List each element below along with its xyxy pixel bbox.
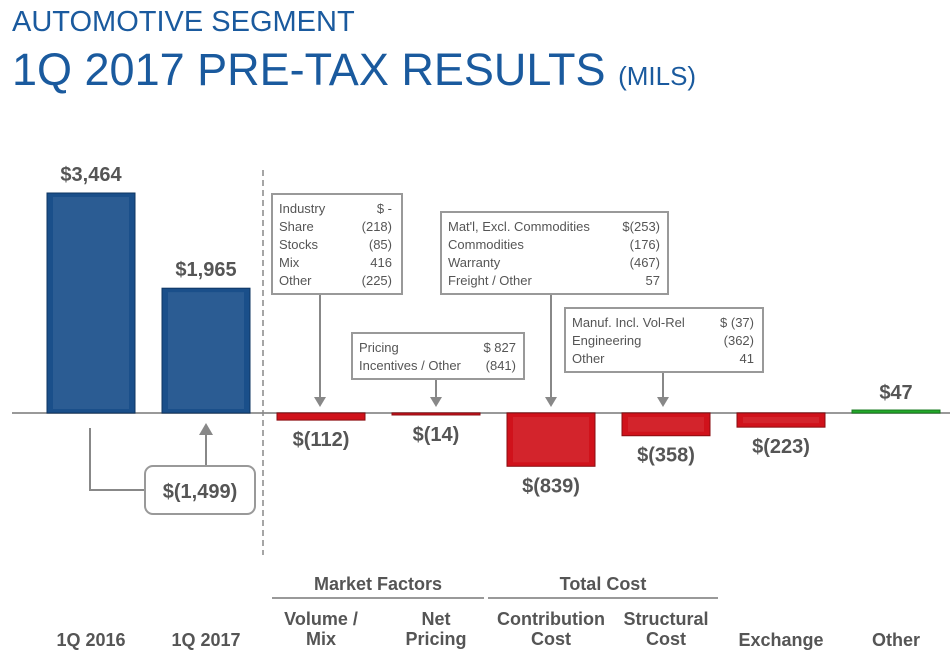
callout-item-label: Freight / Other: [448, 273, 532, 288]
category-label: Net: [421, 609, 450, 629]
callout-item-value: 57: [646, 273, 660, 288]
bar-6: [736, 412, 826, 428]
callout-box: [564, 307, 764, 373]
category-label: Volume /: [284, 609, 358, 629]
bar-5: [621, 412, 711, 437]
group-label: Market Factors: [314, 574, 442, 594]
callout-item-label: Pricing: [359, 340, 399, 355]
callout-item-label: Industry: [279, 201, 326, 216]
callout-item-value: 41: [740, 351, 754, 366]
callout-item-value: (467): [630, 255, 660, 270]
callout-box: [440, 211, 669, 295]
data-label: $(839): [522, 475, 580, 497]
callout-item-label: Share: [279, 219, 314, 234]
callout-box: [271, 193, 403, 295]
data-label: $1,965: [175, 259, 236, 281]
arrow-down-icon: [545, 397, 557, 407]
callout-item-value: $ 827: [483, 340, 516, 355]
bar-highlight: [53, 197, 129, 409]
data-label: $(112): [293, 429, 350, 451]
bar-2: [276, 412, 366, 421]
arrow-down-icon: [430, 397, 442, 407]
change-box: [144, 465, 256, 515]
callout-item-value: (362): [724, 333, 754, 348]
callout-item-label: Commodities: [448, 237, 524, 252]
category-label: Structural: [623, 609, 708, 629]
callout-box: [351, 332, 525, 380]
data-label: $47: [879, 382, 912, 404]
group-label: Total Cost: [560, 574, 647, 594]
connector-line: [89, 428, 145, 491]
bar-highlight: [743, 417, 819, 424]
callout-item-value: (218): [362, 219, 392, 234]
bar-highlight: [628, 417, 704, 432]
callout-item-value: (85): [369, 237, 392, 252]
bar-0: [46, 192, 136, 414]
bar-3: [391, 412, 481, 416]
category-label: 1Q 2017: [171, 630, 240, 650]
arrow-down-icon: [314, 397, 326, 407]
arrow-down-icon: [657, 397, 669, 407]
callout-item-value: $ (37): [720, 315, 754, 330]
section-title: AUTOMOTIVE SEGMENT: [12, 6, 355, 38]
callout-item-label: Stocks: [279, 237, 319, 252]
category-label: Cost: [531, 629, 571, 649]
bar-highlight: [168, 292, 244, 409]
category-label: Mix: [306, 629, 336, 649]
callout-item-label: Other: [279, 273, 312, 288]
category-label: Other: [872, 630, 920, 650]
callout-item-label: Mat'l, Excl. Commodities: [448, 219, 590, 234]
category-label: Contribution: [497, 609, 605, 629]
callout-item-label: Incentives / Other: [359, 358, 462, 373]
callout-item-value: (225): [362, 273, 392, 288]
callout-item-label: Engineering: [572, 333, 641, 348]
bar-7: [851, 409, 941, 414]
category-label: Cost: [646, 629, 686, 649]
arrow-up-icon: [199, 423, 213, 435]
change-label: $(1,499): [163, 481, 238, 503]
data-label: $(358): [637, 445, 695, 467]
category-label: Pricing: [405, 629, 466, 649]
callout-item-value: $ -: [377, 201, 392, 216]
title-text: 1Q 2017 PRE-TAX RESULTS: [12, 44, 606, 95]
unit-label: (MILS): [618, 61, 697, 91]
callout-item-value: (841): [486, 358, 516, 373]
data-label: $(14): [413, 424, 460, 446]
bar-1: [161, 287, 251, 414]
callout-item-label: Other: [572, 351, 605, 366]
category-label: 1Q 2016: [56, 630, 125, 650]
callout-item-label: Manuf. Incl. Vol-Rel: [572, 315, 685, 330]
callout-item-label: Mix: [279, 255, 300, 270]
page-title: 1Q 2017 PRE-TAX RESULTS (MILS): [12, 44, 696, 96]
callout-item-value: 416: [370, 255, 392, 270]
callout-item-label: Warranty: [448, 255, 501, 270]
bar-4: [506, 412, 596, 467]
bar-highlight: [513, 417, 589, 463]
data-label: $(223): [752, 436, 810, 458]
data-label: $3,464: [60, 164, 122, 186]
callout-item-value: (176): [630, 237, 660, 252]
callout-item-value: $(253): [622, 219, 660, 234]
category-label: Exchange: [738, 630, 823, 650]
